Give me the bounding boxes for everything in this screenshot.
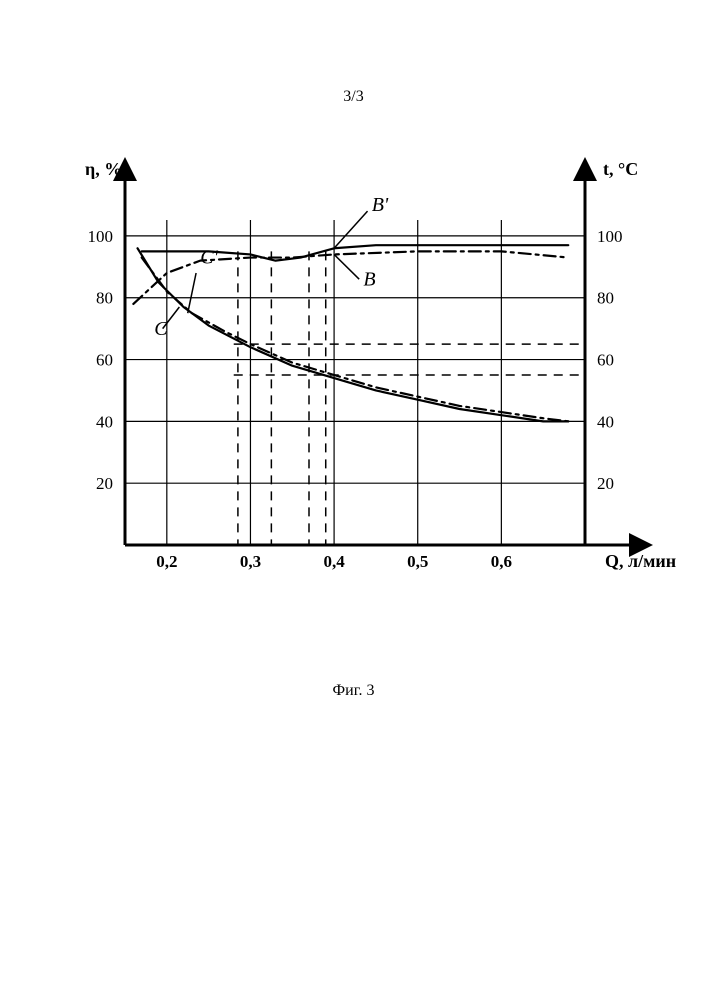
svg-text:40: 40 — [96, 412, 113, 431]
svg-text:0,4: 0,4 — [323, 552, 345, 571]
svg-text:20: 20 — [597, 474, 614, 493]
svg-text:40: 40 — [597, 412, 614, 431]
svg-text:60: 60 — [96, 351, 113, 370]
figure-chart: 20 40 60 80 100 20 40 60 80 100 0,2 0,3 0,4 0,5 0,6 η, … — [0, 150, 707, 670]
svg-text:0,6: 0,6 — [491, 552, 512, 571]
svg-text:20: 20 — [96, 474, 113, 493]
svg-text:η, %: η, % — [85, 159, 122, 179]
page-number: 3/3 — [0, 88, 707, 106]
svg-text:100: 100 — [597, 227, 623, 246]
svg-text:t, °C: t, °C — [603, 159, 638, 179]
svg-text:0,5: 0,5 — [407, 552, 428, 571]
svg-text:60: 60 — [597, 351, 614, 370]
svg-text:80: 80 — [597, 289, 614, 308]
svg-text:Q, л/мин: Q, л/мин — [605, 551, 676, 571]
svg-text:0,3: 0,3 — [240, 552, 261, 571]
svg-text:80: 80 — [96, 289, 113, 308]
figure-caption: Фиг. 3 — [0, 682, 707, 700]
svg-text:B': B' — [372, 194, 389, 216]
svg-text:B: B — [363, 268, 375, 290]
svg-text:100: 100 — [88, 227, 114, 246]
svg-text:C: C — [154, 318, 168, 340]
svg-text:0,2: 0,2 — [156, 552, 177, 571]
svg-text:C': C' — [200, 247, 218, 269]
